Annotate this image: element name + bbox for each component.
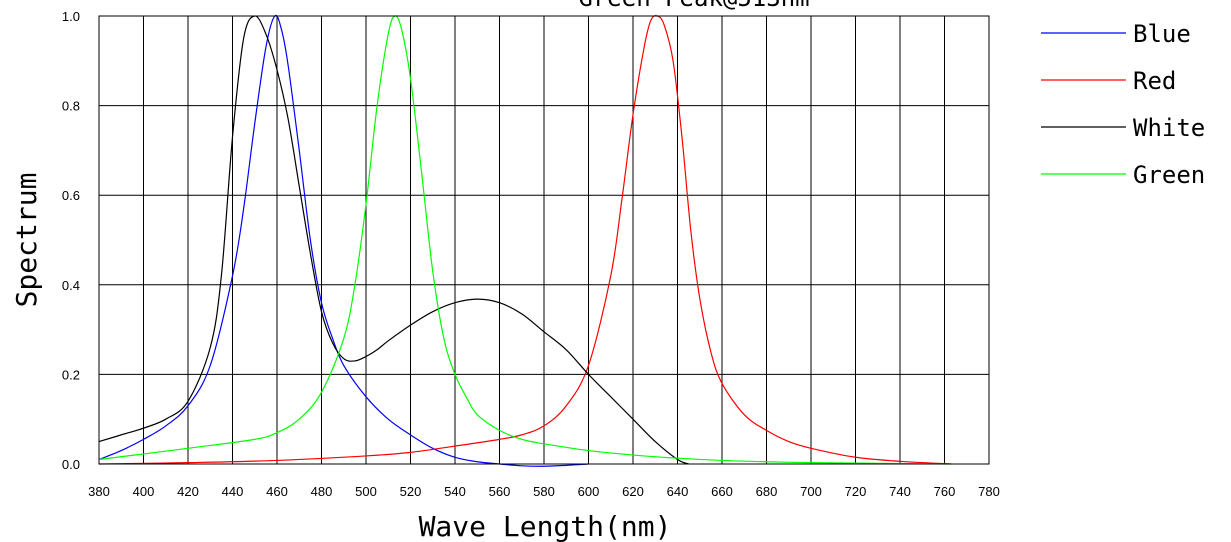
y-tick-label: 0.4 xyxy=(62,278,80,293)
x-axis-label: Wave Length(nm) xyxy=(419,510,672,542)
x-tick-label: 640 xyxy=(667,484,689,499)
x-tick-label: 380 xyxy=(88,484,110,499)
y-tick-label: 0.0 xyxy=(62,457,80,472)
y-axis-label: Spectrum xyxy=(10,173,43,308)
x-tick-label: 720 xyxy=(845,484,867,499)
legend-label-green: Green xyxy=(1133,161,1205,189)
x-tick-label: 400 xyxy=(133,484,155,499)
x-tick-label: 620 xyxy=(622,484,644,499)
x-tick-label: 500 xyxy=(355,484,377,499)
x-tick-label: 760 xyxy=(934,484,956,499)
x-tick-label: 480 xyxy=(311,484,333,499)
y-tick-label: 0.6 xyxy=(62,188,80,203)
y-tick-label: 1.0 xyxy=(62,9,80,24)
series-line-white xyxy=(98,15,689,465)
x-tick-label: 680 xyxy=(756,484,778,499)
chart-title: Green Peak@513nm xyxy=(578,0,809,12)
legend-label-white: White xyxy=(1133,114,1205,142)
x-tick-label: 700 xyxy=(800,484,822,499)
legend: Blue Red White Green xyxy=(1041,20,1205,189)
x-tick-label: 560 xyxy=(489,484,511,499)
plot-frame xyxy=(98,15,990,465)
legend-label-blue: Blue xyxy=(1133,20,1191,48)
x-tick-label: 660 xyxy=(711,484,733,499)
x-tick-label: 780 xyxy=(978,484,1000,499)
series-line-green xyxy=(98,15,952,465)
y-tick-label: 0.8 xyxy=(62,99,80,114)
series-lines xyxy=(98,14,952,467)
x-tick-label: 740 xyxy=(889,484,911,499)
x-tick-label: 540 xyxy=(444,484,466,499)
x-tick-labels: 380 400 420 440 460 480 500 520 540 560 580 600 620 6… xyxy=(88,484,1000,499)
y-tick-label: 0.2 xyxy=(62,367,80,382)
series-line-red xyxy=(98,15,952,465)
grid-lines xyxy=(98,15,990,465)
x-tick-label: 440 xyxy=(222,484,244,499)
series-line-blue xyxy=(98,14,589,467)
x-tick-label: 580 xyxy=(533,484,555,499)
y-tick-labels: 0.0 0.2 0.4 0.6 0.8 1.0 xyxy=(62,9,80,472)
x-tick-label: 460 xyxy=(266,484,288,499)
legend-label-red: Red xyxy=(1133,67,1176,95)
x-tick-label: 600 xyxy=(578,484,600,499)
x-tick-label: 520 xyxy=(400,484,422,499)
x-tick-label: 420 xyxy=(177,484,199,499)
